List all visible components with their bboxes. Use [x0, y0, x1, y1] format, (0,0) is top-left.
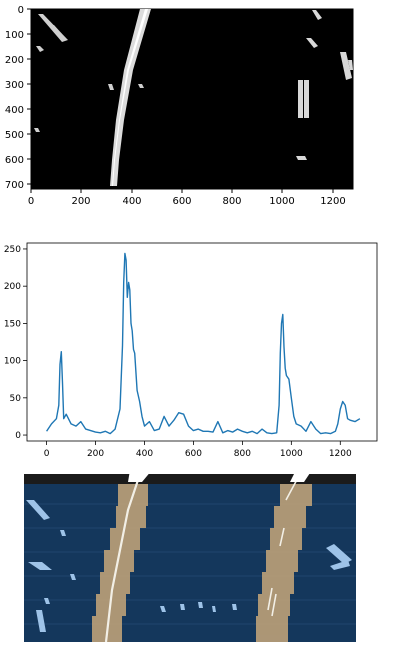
histogram-y-tick-label: 50	[10, 394, 22, 404]
histogram-y-axis: 0 50 100 150 200 250	[4, 245, 27, 441]
binary-x-tick: 200	[71, 196, 90, 207]
histogram-x-tick-label: 1000	[280, 449, 303, 459]
left-noise	[34, 14, 144, 132]
histogram-x-tick-label: 0	[44, 449, 50, 459]
binary-y-tick: 400	[5, 105, 24, 116]
binary-image-panel: 0 200 400 600 800 1000 1200 0 100 200 30…	[5, 5, 354, 207]
histogram-y-tick-label: 0	[15, 431, 21, 441]
sliding-windows-noise	[26, 500, 352, 632]
histogram-frame	[26, 242, 378, 442]
binary-y-tick: 100	[5, 30, 24, 41]
binary-x-tick: 800	[222, 196, 241, 207]
histogram-x-axis: 0 200 400 600 800 1000 1200	[44, 441, 352, 459]
right-lane-dashes	[296, 10, 353, 160]
binary-y-tick: 700	[5, 180, 24, 191]
binary-x-tick: 600	[172, 196, 191, 207]
histogram-chart: 0 200 400 600 800 1000 1200 0 50 100 150 200 250	[4, 242, 378, 459]
histogram-x-tick-label: 400	[136, 449, 153, 459]
histogram-x-tick-label: 1200	[329, 449, 352, 459]
left-lane-pixels	[104, 473, 142, 643]
histogram-series-line	[46, 252, 361, 435]
binary-x-tick: 1000	[269, 196, 294, 207]
sliding-windows-row-lines	[24, 503, 356, 625]
binary-x-tick: 0	[28, 196, 34, 207]
histogram-y-tick-label: 200	[4, 282, 21, 292]
histogram-y-tick-label: 250	[4, 245, 21, 255]
left-lane-windows	[92, 484, 148, 642]
histogram-y-tick-label: 150	[4, 319, 21, 329]
binary-y-tick: 200	[5, 55, 24, 66]
sliding-windows-top-strip	[24, 470, 356, 474]
binary-image-y-axis: 0 100 200 300 400 500 600 700	[5, 5, 31, 191]
top-glare-right	[290, 470, 312, 482]
histogram-x-tick-label: 600	[185, 449, 202, 459]
binary-y-tick: 600	[5, 155, 24, 166]
binary-image-x-axis: 0 200 400 600 800 1000 1200	[28, 189, 346, 207]
histogram-x-tick-label: 800	[234, 449, 251, 459]
left-lane-line	[110, 9, 151, 186]
top-glare-left	[128, 470, 152, 482]
sliding-windows-panel	[24, 470, 356, 643]
binary-y-tick: 300	[5, 80, 24, 91]
binary-y-tick: 500	[5, 130, 24, 141]
histogram-y-tick-label: 100	[4, 357, 21, 367]
binary-x-tick: 400	[122, 196, 141, 207]
binary-y-tick: 0	[18, 5, 24, 16]
binary-x-tick: 1200	[320, 196, 345, 207]
histogram-x-tick-label: 200	[87, 449, 104, 459]
